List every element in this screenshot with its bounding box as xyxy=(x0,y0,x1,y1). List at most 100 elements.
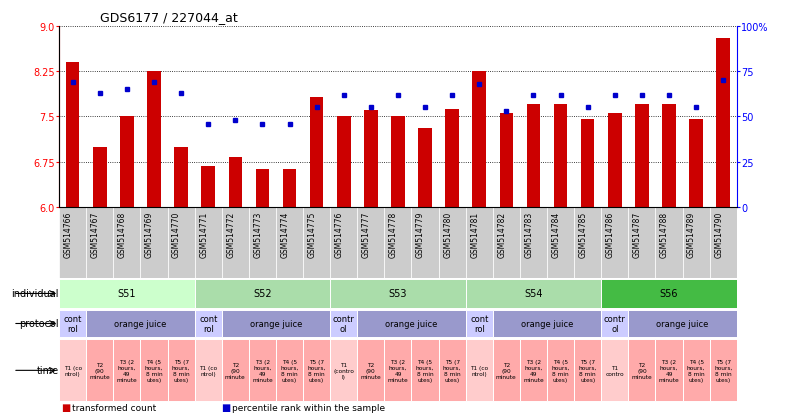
Bar xyxy=(168,207,195,278)
Bar xyxy=(526,105,541,207)
Text: T4 (5
hours,
8 min
utes): T4 (5 hours, 8 min utes) xyxy=(416,359,434,382)
Text: GSM514789: GSM514789 xyxy=(687,211,696,257)
Text: T3 (2
hours,
49
minute: T3 (2 hours, 49 minute xyxy=(252,359,273,382)
Text: T5 (7
hours,
8 min
utes): T5 (7 hours, 8 min utes) xyxy=(714,359,732,382)
Text: T5 (7
hours,
8 min
utes): T5 (7 hours, 8 min utes) xyxy=(172,359,190,382)
Bar xyxy=(439,339,466,401)
Bar xyxy=(439,207,466,278)
Bar xyxy=(140,207,168,278)
Text: transformed count: transformed count xyxy=(72,403,157,412)
Text: T1 (co
ntrol): T1 (co ntrol) xyxy=(64,365,82,376)
Bar xyxy=(574,339,601,401)
Text: ■: ■ xyxy=(61,402,70,412)
Text: GSM514772: GSM514772 xyxy=(226,211,236,257)
Bar xyxy=(554,105,567,207)
Bar xyxy=(221,310,330,338)
Bar xyxy=(710,339,737,401)
Text: T5 (7
hours,
8 min
utes): T5 (7 hours, 8 min utes) xyxy=(578,359,597,382)
Bar xyxy=(195,207,221,278)
Bar xyxy=(357,310,466,338)
Text: orange juice: orange juice xyxy=(521,319,573,328)
Bar xyxy=(303,207,330,278)
Bar xyxy=(113,339,140,401)
Text: T3 (2
hours,
49
minute: T3 (2 hours, 49 minute xyxy=(659,359,679,382)
Bar xyxy=(628,207,656,278)
Bar xyxy=(628,339,656,401)
Bar xyxy=(330,279,466,309)
Text: GSM514767: GSM514767 xyxy=(91,211,100,257)
Text: GSM514784: GSM514784 xyxy=(552,211,560,257)
Bar xyxy=(59,279,195,309)
Text: GSM514778: GSM514778 xyxy=(389,211,398,257)
Bar xyxy=(710,207,737,278)
Bar xyxy=(330,207,357,278)
Text: GSM514786: GSM514786 xyxy=(606,211,615,257)
Bar xyxy=(249,339,276,401)
Bar xyxy=(303,339,330,401)
Bar xyxy=(466,207,492,278)
Bar xyxy=(682,339,710,401)
Bar xyxy=(249,207,276,278)
Bar xyxy=(140,339,168,401)
Text: orange juice: orange juice xyxy=(114,319,166,328)
Text: T1
contro: T1 contro xyxy=(605,365,624,376)
Text: T4 (5
hours,
8 min
utes): T4 (5 hours, 8 min utes) xyxy=(552,359,570,382)
Bar xyxy=(276,339,303,401)
Bar xyxy=(466,279,601,309)
Text: T3 (2
hours,
49
minute: T3 (2 hours, 49 minute xyxy=(523,359,544,382)
Bar xyxy=(385,339,411,401)
Bar xyxy=(174,147,188,207)
Text: orange juice: orange juice xyxy=(656,319,708,328)
Text: S52: S52 xyxy=(253,289,272,299)
Bar xyxy=(492,339,520,401)
Text: GDS6177 / 227044_at: GDS6177 / 227044_at xyxy=(100,11,237,24)
Text: T2
(90
minute: T2 (90 minute xyxy=(89,362,110,379)
Bar xyxy=(229,158,242,207)
Bar xyxy=(391,117,405,207)
Bar xyxy=(168,339,195,401)
Text: GSM514766: GSM514766 xyxy=(64,211,72,257)
Bar xyxy=(330,339,357,401)
Text: T1 (co
ntrol): T1 (co ntrol) xyxy=(199,365,217,376)
Bar xyxy=(466,339,492,401)
Bar xyxy=(330,310,357,338)
Bar xyxy=(682,207,710,278)
Text: GSM514783: GSM514783 xyxy=(525,211,533,257)
Bar xyxy=(195,339,221,401)
Bar xyxy=(547,207,574,278)
Bar xyxy=(411,339,439,401)
Text: S54: S54 xyxy=(524,289,543,299)
Text: T5 (7
hours,
8 min
utes): T5 (7 hours, 8 min utes) xyxy=(443,359,461,382)
Text: T3 (2
hours,
49
minute: T3 (2 hours, 49 minute xyxy=(388,359,408,382)
Bar xyxy=(492,310,601,338)
Text: GSM514776: GSM514776 xyxy=(335,211,344,257)
Text: T1
(contro
l): T1 (contro l) xyxy=(333,362,354,379)
Text: S56: S56 xyxy=(660,289,678,299)
Text: GSM514770: GSM514770 xyxy=(172,211,181,257)
Bar xyxy=(690,120,703,207)
Bar xyxy=(601,339,628,401)
Bar xyxy=(59,310,86,338)
Bar xyxy=(59,339,86,401)
Text: GSM514768: GSM514768 xyxy=(118,211,127,257)
Text: GSM514787: GSM514787 xyxy=(633,211,642,257)
Text: GSM514780: GSM514780 xyxy=(443,211,452,257)
Text: orange juice: orange juice xyxy=(250,319,302,328)
Text: cont
rol: cont rol xyxy=(64,314,82,333)
Bar xyxy=(202,166,215,207)
Text: S51: S51 xyxy=(117,289,136,299)
Bar xyxy=(195,310,221,338)
Text: contr
ol: contr ol xyxy=(333,314,355,333)
Bar xyxy=(473,72,486,207)
Text: GSM514788: GSM514788 xyxy=(660,211,669,257)
Text: cont
rol: cont rol xyxy=(470,314,489,333)
Text: GSM514781: GSM514781 xyxy=(470,211,479,257)
Bar xyxy=(635,105,649,207)
Text: T4 (5
hours,
8 min
utes): T4 (5 hours, 8 min utes) xyxy=(687,359,705,382)
Bar xyxy=(195,279,330,309)
Text: cont
rol: cont rol xyxy=(199,314,217,333)
Text: T4 (5
hours,
8 min
utes): T4 (5 hours, 8 min utes) xyxy=(145,359,163,382)
Text: GSM514785: GSM514785 xyxy=(578,211,588,257)
Bar xyxy=(574,207,601,278)
Text: T5 (7
hours,
8 min
utes): T5 (7 hours, 8 min utes) xyxy=(307,359,325,382)
